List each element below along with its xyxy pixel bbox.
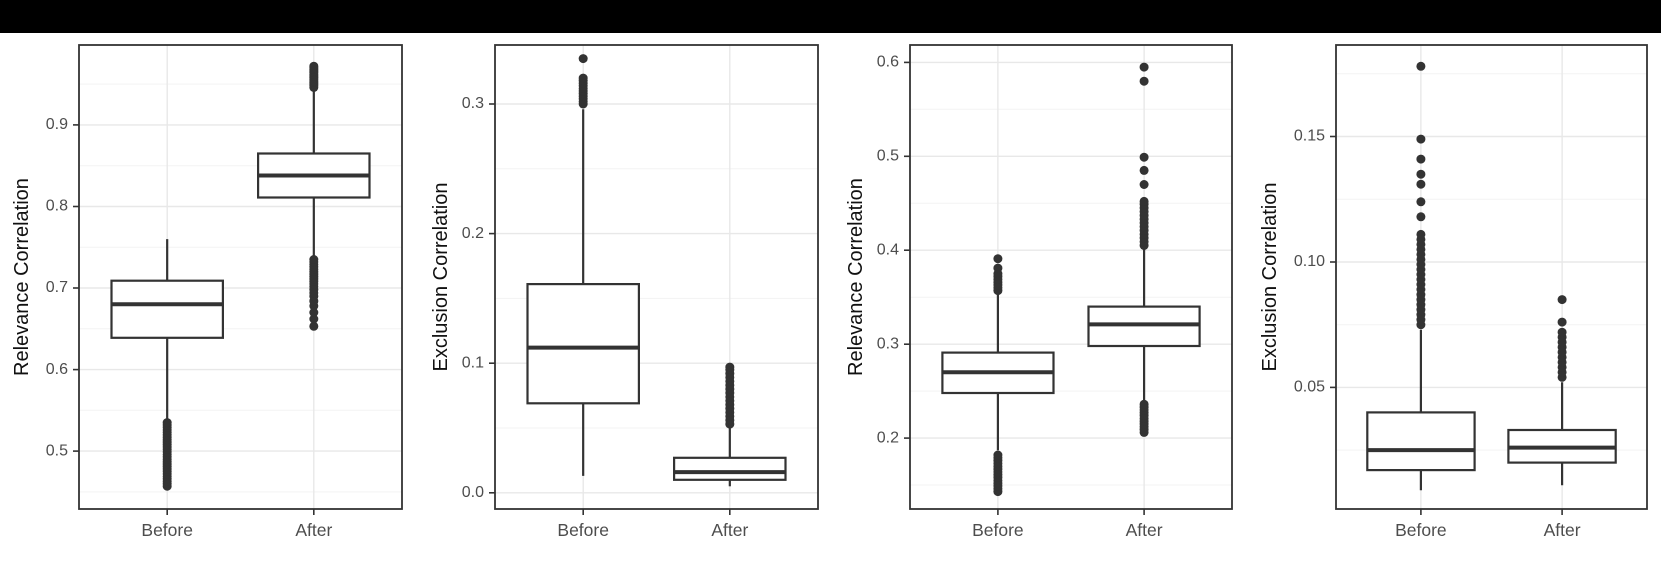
svg-text:0.6: 0.6 [46,361,68,378]
y-ticks [73,124,79,452]
svg-text:0.8: 0.8 [46,198,68,215]
outlier-dots [1416,61,1426,330]
svg-text:Before: Before [1395,520,1447,540]
y-ticks [489,103,495,494]
box-after [1507,295,1617,486]
top-black-bar [0,0,1661,33]
box-after [673,362,787,487]
svg-text:Before: Before [557,520,609,540]
svg-text:0.10: 0.10 [1294,253,1325,270]
svg-text:0.2: 0.2 [462,225,484,242]
box-before [941,254,1055,497]
outlier-dots [578,54,588,109]
svg-text:0.4: 0.4 [877,241,899,258]
boxplot-chart-relevance-1: Relevance Correlation 0.5 0.6 0.7 0.8 0.9 Bef… [0,33,420,580]
outlier-dots [725,362,735,429]
x-ticks [166,509,315,515]
svg-text:0.0: 0.0 [462,484,484,501]
x-tick-labels: Before After [141,520,332,540]
panel-border [909,44,1233,510]
h-gridlines-major [79,124,402,452]
panel-border [78,44,403,510]
x-tick-labels: Before After [1395,520,1581,540]
svg-text:0.3: 0.3 [462,95,484,112]
x-tick-labels: Before After [557,520,748,540]
outlier-dots [993,254,1003,497]
h-gridlines-major [1336,135,1647,389]
svg-text:After: After [1126,520,1163,540]
box-before [1366,61,1476,491]
v-gridlines [166,45,315,509]
box-before [526,54,641,476]
iqr-box [526,283,641,405]
y-ticks [904,61,910,439]
svg-text:0.05: 0.05 [1294,379,1325,396]
x-ticks [1420,509,1563,515]
svg-text:0.9: 0.9 [46,116,68,133]
x-ticks [997,509,1145,515]
outlier-dots [1139,62,1149,437]
svg-text:0.5: 0.5 [877,148,899,165]
svg-text:0.2: 0.2 [877,429,899,446]
y-tick-labels: 0.05 0.10 0.15 [1294,128,1325,396]
svg-text:0.6: 0.6 [877,54,899,71]
outlier-dots [1557,295,1567,382]
svg-text:0.7: 0.7 [46,279,68,296]
y-ticks [1330,135,1336,389]
svg-text:0.5: 0.5 [46,442,68,459]
iqr-box [110,279,225,339]
outlier-dots [309,61,319,331]
boxplot-svg-1: 0.5 0.6 0.7 0.8 0.9 Before After [46,44,403,540]
panel-border [1335,44,1648,510]
y-tick-labels: 0.2 0.3 0.4 0.5 0.6 [877,54,899,447]
box-after [257,61,371,331]
boxplot-chart-exclusion-1: Exclusion Correlation 0.0 0.1 0.2 0.3 Before… [420,33,840,580]
svg-text:After: After [711,520,748,540]
svg-text:0.1: 0.1 [462,354,484,371]
y-tick-labels: 0.0 0.1 0.2 0.3 [462,95,484,501]
boxplot-chart-relevance-2: Relevance Correlation 0.2 0.3 0.4 0.5 0.6 Bef… [840,33,1260,580]
boxplot-svg-4: 0.05 0.10 0.15 Before After [1294,44,1648,540]
x-ticks [582,509,731,515]
box-after [1087,62,1201,437]
v-gridlines [997,45,1145,509]
v-gridlines [582,45,731,509]
svg-text:Before: Before [141,520,193,540]
iqr-box [1366,411,1476,472]
iqr-box [673,456,787,481]
outlier-dots [162,418,172,491]
svg-text:Before: Before [972,520,1024,540]
panel-border [494,44,819,510]
svg-text:0.3: 0.3 [877,335,899,352]
x-tick-labels: Before After [972,520,1163,540]
svg-text:0.15: 0.15 [1294,128,1325,145]
boxplot-svg-3: 0.2 0.3 0.4 0.5 0.6 Before After [877,44,1233,540]
svg-text:After: After [295,520,332,540]
h-gridlines-minor [910,108,1232,486]
charts-row: Relevance Correlation 0.5 0.6 0.7 0.8 0.9 Bef… [0,33,1661,580]
boxplot-chart-exclusion-2: Exclusion Correlation 0.05 0.10 0.15 Before… [1259,33,1661,580]
y-tick-labels: 0.5 0.6 0.7 0.8 0.9 [46,116,68,459]
svg-text:After: After [1544,520,1581,540]
box-before [110,239,225,491]
boxplot-svg-2: 0.0 0.1 0.2 0.3 Before After [462,44,819,540]
